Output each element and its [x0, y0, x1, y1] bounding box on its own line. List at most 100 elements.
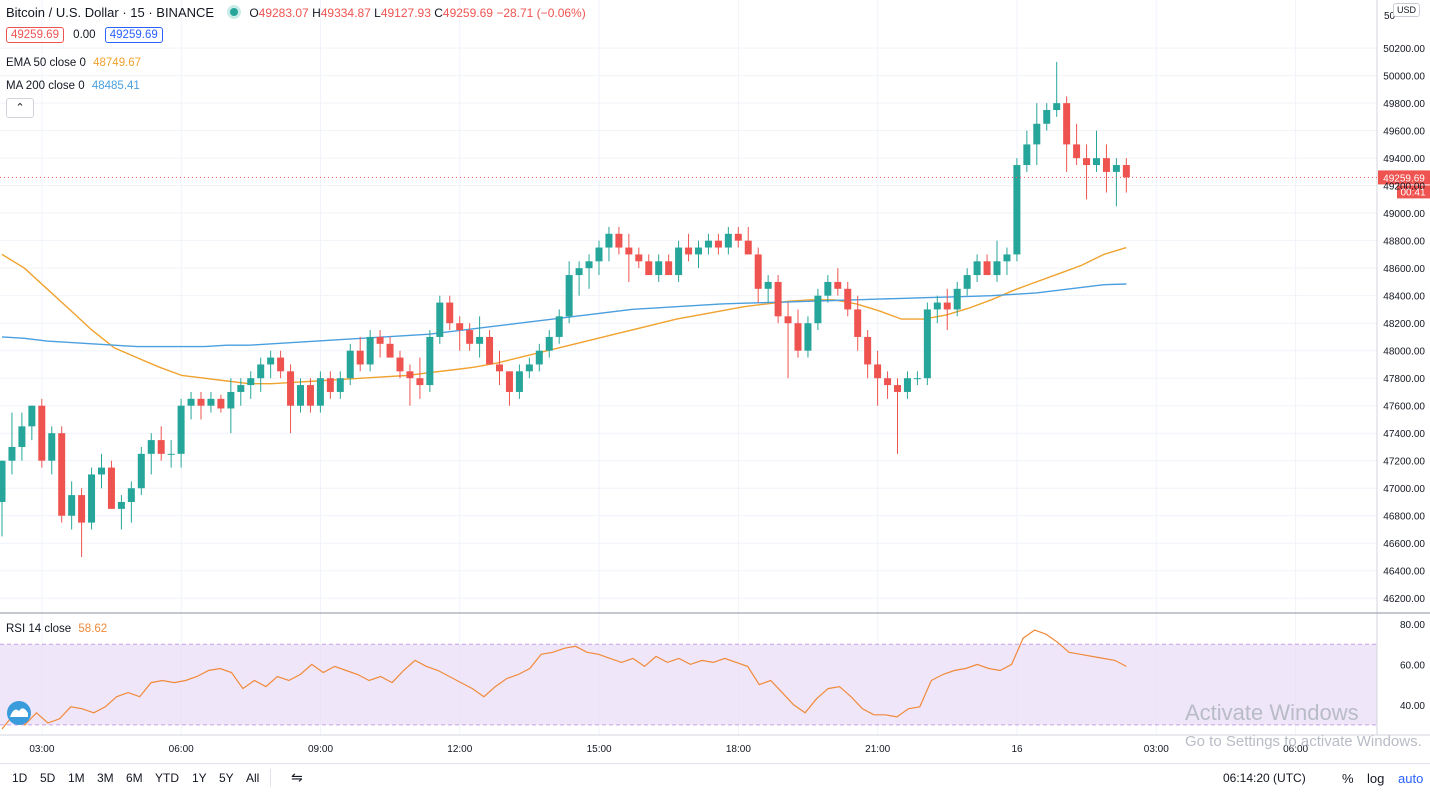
candle-body — [874, 364, 882, 379]
bid-price-box[interactable]: 49259.69 — [6, 27, 64, 43]
watermark-title: Activate Windows — [1185, 700, 1359, 725]
candle — [137, 446, 145, 496]
candle — [764, 275, 772, 303]
chart-header: Bitcoin / U.S. Dollar · 15 · BINANCE O49… — [6, 5, 586, 20]
candle-body — [973, 261, 981, 276]
rsi-band — [0, 643, 1377, 726]
range-6m-button[interactable]: 6M — [126, 771, 143, 785]
candle-body — [913, 378, 921, 380]
candle-body — [1073, 144, 1081, 159]
candle-body — [585, 261, 593, 269]
candle-body — [68, 495, 76, 516]
rsi-tick-label: 40.00 — [1400, 701, 1425, 712]
candle — [923, 302, 931, 386]
candle — [983, 254, 991, 276]
ma-value: 48485.41 — [91, 80, 140, 92]
candle-body — [854, 309, 862, 337]
candle-body — [535, 350, 543, 365]
candle — [356, 336, 364, 372]
range-1m-button[interactable]: 1M — [68, 771, 85, 785]
candle-body — [963, 275, 971, 289]
candle-body — [446, 302, 454, 324]
log-scale-toggle[interactable]: log — [1367, 771, 1385, 786]
rsi-tick-label: 60.00 — [1400, 660, 1425, 671]
countdown-badge — [1397, 185, 1430, 199]
price-tick-label: 48200.00 — [1383, 319, 1425, 330]
symbol-title[interactable]: Bitcoin / U.S. Dollar · 15 · BINANCE — [6, 5, 215, 20]
utc-clock[interactable]: 06:14:20 (UTC) — [1223, 771, 1306, 785]
percent-scale-toggle[interactable]: % — [1342, 771, 1354, 786]
go-to-date-icon[interactable]: ⇋ — [291, 769, 303, 785]
candle-body — [993, 261, 1001, 276]
candle-body — [78, 495, 86, 523]
candle — [605, 226, 613, 262]
ema-legend[interactable]: EMA 50 close 0 48749.67 — [6, 57, 141, 69]
ohlc-close-label: C — [434, 6, 443, 20]
time-tick-label: 06:00 — [1283, 744, 1308, 755]
candle-body — [665, 261, 673, 276]
candle — [774, 275, 782, 324]
candle — [535, 343, 543, 372]
candle-body — [187, 398, 195, 406]
candle — [625, 233, 633, 282]
price-tick-label: 46600.00 — [1383, 539, 1425, 550]
ma-legend[interactable]: MA 200 close 0 48485.41 — [6, 80, 140, 92]
collapse-legend-button[interactable]: ⌃ — [6, 98, 34, 118]
candle-body — [744, 240, 752, 255]
time-tick-label: 06:00 — [169, 744, 194, 755]
candle — [675, 240, 683, 282]
candle-body — [525, 364, 533, 372]
candle-body — [88, 474, 96, 523]
candle-body — [943, 302, 951, 310]
candle — [1102, 144, 1110, 193]
ohlc-close: 49259.69 — [442, 6, 493, 20]
range-1y-button[interactable]: 1Y — [192, 771, 207, 785]
price-tick-label: 48800.00 — [1383, 237, 1425, 248]
ohlc-low: 49127.93 — [380, 6, 431, 20]
candle — [894, 378, 901, 454]
candle-body — [137, 453, 145, 489]
range-all-button[interactable]: All — [246, 771, 260, 785]
rsi-legend[interactable]: RSI 14 close 58.62 — [6, 623, 107, 635]
candle — [1122, 158, 1130, 193]
currency-badge[interactable]: USD — [1393, 3, 1421, 17]
range-5y-button[interactable]: 5Y — [219, 771, 234, 785]
candle — [1112, 158, 1120, 207]
candle — [854, 295, 862, 351]
range-3m-button[interactable]: 3M — [97, 771, 114, 785]
candle-body — [127, 488, 135, 502]
price-tick-label: 47600.00 — [1383, 402, 1425, 413]
candle — [18, 412, 26, 461]
candle-body — [645, 261, 653, 276]
candle — [814, 288, 822, 331]
range-ytd-button[interactable]: YTD — [155, 771, 179, 785]
auto-scale-toggle[interactable]: auto — [1398, 771, 1424, 786]
candle — [704, 233, 712, 255]
range-5d-button[interactable]: 5D — [40, 771, 56, 785]
price-tick-label: 49600.00 — [1383, 127, 1425, 138]
candle — [496, 350, 503, 386]
candle — [734, 226, 742, 248]
range-1d-button[interactable]: 1D — [12, 771, 28, 785]
candle — [336, 371, 344, 399]
candle — [595, 240, 603, 276]
candle-body — [147, 440, 155, 454]
candle-body — [386, 343, 394, 358]
candle — [416, 357, 424, 399]
ma-label: MA 200 close 0 — [6, 80, 85, 92]
candle — [48, 426, 56, 475]
candles — [0, 61, 1130, 557]
time-tick-label: 09:00 — [308, 744, 333, 755]
toolbar-divider — [270, 769, 271, 787]
candle — [1073, 123, 1081, 166]
ask-price-box[interactable]: 49259.69 — [104, 27, 163, 43]
price-tick-label: 49400.00 — [1383, 154, 1425, 165]
candle-body — [117, 501, 125, 509]
candle — [297, 378, 304, 413]
candle — [515, 364, 523, 399]
time-tick-label: 16 — [1011, 744, 1023, 755]
price-tick-label: 49800.00 — [1383, 99, 1425, 110]
chevron-up-icon: ⌃ — [15, 102, 25, 114]
candle-body — [515, 371, 523, 392]
